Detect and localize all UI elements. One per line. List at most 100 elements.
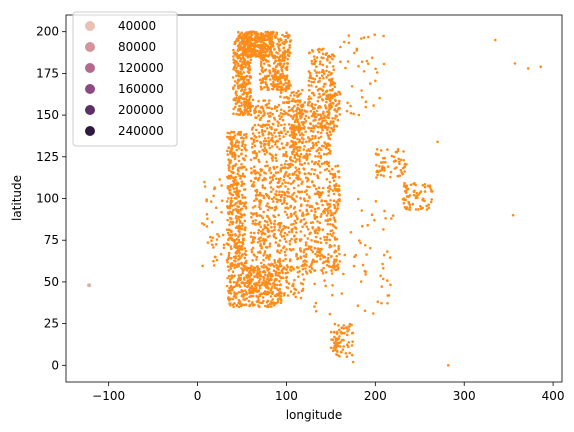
legend-marker [85, 84, 95, 94]
data-point [279, 297, 282, 301]
data-point [262, 254, 265, 257]
data-point [334, 249, 337, 252]
data-point [235, 183, 239, 186]
data-point [295, 231, 298, 234]
data-point [277, 228, 281, 232]
data-point [302, 251, 306, 254]
data-point [338, 335, 341, 338]
data-point [230, 212, 234, 216]
data-point [258, 214, 261, 217]
data-point [263, 152, 267, 156]
data-point [320, 116, 324, 120]
data-point [306, 203, 309, 207]
data-point [271, 112, 275, 116]
data-point [255, 33, 259, 36]
data-point [232, 61, 236, 64]
data-point [278, 251, 282, 255]
data-point [227, 158, 230, 161]
data-point [232, 238, 235, 242]
data-point [240, 72, 243, 76]
data-point [268, 176, 272, 179]
data-point [239, 216, 243, 219]
data-point [279, 276, 283, 280]
data-point [275, 64, 279, 68]
data-point [289, 84, 293, 87]
data-point [362, 36, 366, 39]
data-point [315, 215, 319, 219]
data-point [243, 303, 246, 307]
data-point [338, 99, 341, 103]
data-point [308, 196, 311, 200]
data-point [279, 89, 283, 92]
data-point [255, 300, 259, 303]
data-point [237, 254, 241, 258]
data-point [277, 271, 281, 275]
data-point [317, 118, 321, 121]
data-point [297, 89, 300, 93]
data-point [279, 73, 282, 76]
data-point [311, 146, 315, 149]
data-point [242, 204, 246, 208]
data-point [278, 294, 282, 297]
data-point [237, 167, 240, 170]
data-point [241, 289, 245, 293]
data-point [406, 187, 410, 191]
data-point [271, 274, 274, 278]
data-point [427, 206, 431, 209]
data-point [267, 140, 271, 143]
data-point [284, 89, 288, 93]
data-point [302, 278, 306, 281]
data-point [296, 217, 299, 221]
y-axis-label: latitude [10, 175, 24, 221]
data-point [326, 223, 330, 226]
data-point [258, 284, 261, 288]
data-point [281, 33, 284, 37]
data-point [337, 344, 340, 348]
data-point [248, 275, 251, 279]
data-point [216, 232, 219, 236]
data-point [270, 53, 274, 56]
data-point [386, 279, 389, 282]
data-point [286, 266, 290, 269]
data-point [241, 242, 245, 245]
data-point [350, 332, 354, 335]
data-point [230, 142, 234, 146]
data-point [293, 206, 297, 209]
data-point [363, 244, 367, 247]
data-point [390, 217, 393, 220]
data-point [335, 332, 339, 335]
data-point [254, 41, 257, 45]
data-point [308, 185, 311, 189]
data-point [241, 144, 244, 148]
data-point [225, 228, 229, 231]
data-point [272, 45, 275, 48]
data-point [276, 145, 279, 149]
data-point [332, 102, 335, 105]
data-point [328, 93, 332, 96]
data-point [428, 186, 432, 189]
data-point [267, 263, 270, 266]
data-point [239, 67, 242, 70]
data-point [324, 271, 328, 274]
data-point [235, 284, 239, 288]
data-point [331, 53, 335, 56]
x-tick-label: −100 [92, 389, 125, 403]
data-point [245, 95, 249, 98]
data-point [253, 254, 256, 257]
data-point [302, 133, 305, 137]
data-point [288, 44, 292, 47]
data-point [306, 178, 310, 181]
data-point [278, 190, 281, 193]
data-point [237, 224, 241, 227]
data-point [312, 112, 315, 116]
data-point [331, 349, 335, 353]
data-point [250, 128, 254, 131]
data-point [310, 205, 314, 209]
data-point [282, 101, 286, 104]
data-point [329, 149, 332, 153]
data-point [255, 255, 259, 259]
data-point [389, 170, 393, 174]
data-point [349, 104, 352, 108]
data-point [262, 44, 266, 47]
data-point [243, 61, 246, 65]
